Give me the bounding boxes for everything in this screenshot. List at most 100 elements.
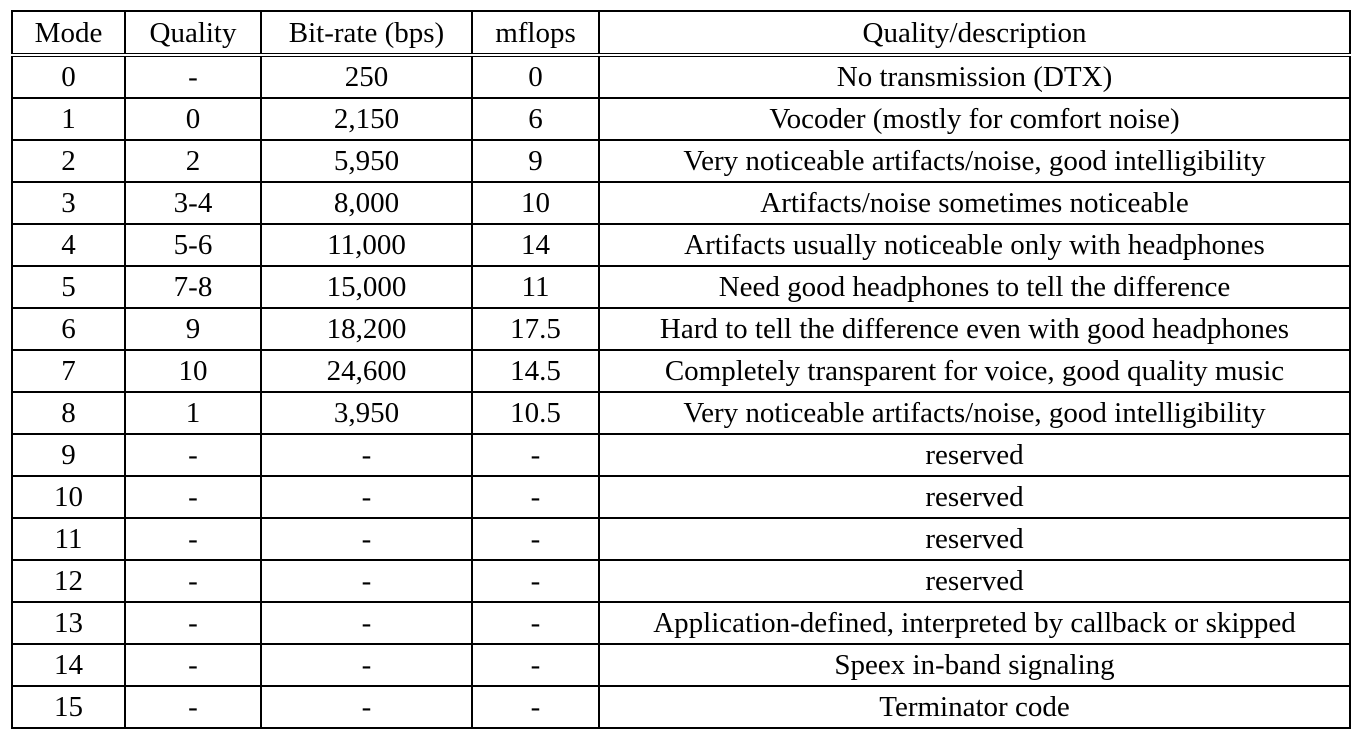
cell-quality: - bbox=[124, 602, 262, 645]
cell-mflops: 6 bbox=[471, 98, 600, 141]
cell-mode: 2 bbox=[11, 140, 126, 183]
table-row: 5 7-8 15,000 11 Need good headphones to tell… bbox=[11, 266, 1351, 309]
cell-quality: 0 bbox=[124, 98, 262, 141]
cell-quality: - bbox=[124, 434, 262, 477]
cell-mflops: 17.5 bbox=[471, 308, 600, 351]
modes-table-container: Mode Quality Bit-rate (bps) mflops Quali… bbox=[11, 10, 1351, 729]
cell-description: reserved bbox=[598, 560, 1351, 603]
cell-description: reserved bbox=[598, 476, 1351, 519]
cell-description: Application-defined, interpreted by call… bbox=[598, 602, 1351, 645]
cell-mode: 3 bbox=[11, 182, 126, 225]
table-row: 9- - - reserved bbox=[11, 434, 1351, 477]
cell-bit-rate: 18,200 bbox=[260, 308, 473, 351]
header-bit-rate: Bit-rate (bps) bbox=[260, 10, 473, 56]
table-row: 1 0 2,150 6 Vocoder (mostly for comfort nois… bbox=[11, 98, 1351, 141]
cell-mflops: - bbox=[471, 644, 600, 687]
cell-bit-rate: 5,950 bbox=[260, 140, 473, 183]
cell-bit-rate: - bbox=[260, 434, 473, 477]
cell-mflops: 14.5 bbox=[471, 350, 600, 393]
header-mflops: mflops bbox=[471, 10, 600, 56]
table-row: 7 10 24,600 14.5 Completely transparent for … bbox=[11, 350, 1351, 393]
table-row: 2 2 5,950 9 Very noticeable artifacts/noise,… bbox=[11, 140, 1351, 183]
table-row: 0-250 0 No transmission (DTX) bbox=[11, 53, 1351, 99]
table-row: 12- - - reserved bbox=[11, 560, 1351, 603]
cell-bit-rate: - bbox=[260, 644, 473, 687]
cell-bit-rate: 24,600 bbox=[260, 350, 473, 393]
cell-quality: 1 bbox=[124, 392, 262, 435]
cell-quality: - bbox=[124, 560, 262, 603]
cell-quality: 5-6 bbox=[124, 224, 262, 267]
cell-description: Hard to tell the difference even with go… bbox=[598, 308, 1351, 351]
cell-bit-rate: - bbox=[260, 560, 473, 603]
cell-quality: 9 bbox=[124, 308, 262, 351]
cell-mode: 10 bbox=[11, 476, 126, 519]
header-mode: Mode bbox=[11, 10, 126, 56]
cell-description: Terminator code bbox=[598, 686, 1351, 729]
cell-mflops: - bbox=[471, 518, 600, 561]
cell-quality: - bbox=[124, 53, 262, 99]
cell-bit-rate: 8,000 bbox=[260, 182, 473, 225]
cell-mode: 5 bbox=[11, 266, 126, 309]
cell-quality: - bbox=[124, 518, 262, 561]
cell-mflops: 10.5 bbox=[471, 392, 600, 435]
cell-mflops: 0 bbox=[471, 53, 600, 99]
table-row: 11- - - reserved bbox=[11, 518, 1351, 561]
cell-quality: - bbox=[124, 644, 262, 687]
cell-mflops: - bbox=[471, 560, 600, 603]
cell-quality: 2 bbox=[124, 140, 262, 183]
cell-bit-rate: 15,000 bbox=[260, 266, 473, 309]
table-row: 15- - - Terminator code bbox=[11, 686, 1351, 729]
cell-mode: 4 bbox=[11, 224, 126, 267]
header-row: Mode Quality Bit-rate (bps) mflops Quali… bbox=[11, 10, 1351, 56]
cell-description: Very noticeable artifacts/noise, good in… bbox=[598, 392, 1351, 435]
cell-mode: 8 bbox=[11, 392, 126, 435]
cell-mode: 15 bbox=[11, 686, 126, 729]
cell-mode: 1 bbox=[11, 98, 126, 141]
table-row: 13- - - Application-defined, interpreted by… bbox=[11, 602, 1351, 645]
table-row: 6 9 18,200 17.5 Hard to tell the difference … bbox=[11, 308, 1351, 351]
cell-bit-rate: - bbox=[260, 476, 473, 519]
header-description: Quality/description bbox=[598, 10, 1351, 56]
cell-mflops: - bbox=[471, 434, 600, 477]
cell-mode: 0 bbox=[11, 53, 126, 99]
cell-description: Very noticeable artifacts/noise, good in… bbox=[598, 140, 1351, 183]
header-quality: Quality bbox=[124, 10, 262, 56]
table-body: 0-250 0 No transmission (DTX) 1 0 2,150 6 Vocod… bbox=[11, 53, 1351, 729]
table-row: 10- - - reserved bbox=[11, 476, 1351, 519]
table-row: 8 1 3,950 10.5 Very noticeable artifacts/noi… bbox=[11, 392, 1351, 435]
cell-mode: 6 bbox=[11, 308, 126, 351]
cell-mflops: - bbox=[471, 476, 600, 519]
cell-mflops: 11 bbox=[471, 266, 600, 309]
cell-bit-rate: 2,150 bbox=[260, 98, 473, 141]
cell-description: Speex in-band signaling bbox=[598, 644, 1351, 687]
cell-bit-rate: 250 bbox=[260, 53, 473, 99]
cell-description: Completely transparent for voice, good q… bbox=[598, 350, 1351, 393]
cell-bit-rate: 11,000 bbox=[260, 224, 473, 267]
cell-description: reserved bbox=[598, 518, 1351, 561]
modes-table: Mode Quality Bit-rate (bps) mflops Quali… bbox=[11, 10, 1351, 729]
cell-description: Need good headphones to tell the differe… bbox=[598, 266, 1351, 309]
cell-mode: 14 bbox=[11, 644, 126, 687]
table-row: 14- - - Speex in-band signaling bbox=[11, 644, 1351, 687]
cell-quality: 7-8 bbox=[124, 266, 262, 309]
cell-quality: 3-4 bbox=[124, 182, 262, 225]
cell-quality: 10 bbox=[124, 350, 262, 393]
cell-description: Artifacts usually noticeable only with h… bbox=[598, 224, 1351, 267]
cell-mflops: 10 bbox=[471, 182, 600, 225]
cell-mode: 13 bbox=[11, 602, 126, 645]
cell-mode: 7 bbox=[11, 350, 126, 393]
cell-bit-rate: - bbox=[260, 602, 473, 645]
cell-mflops: 9 bbox=[471, 140, 600, 183]
cell-mode: 11 bbox=[11, 518, 126, 561]
cell-description: Artifacts/noise sometimes noticeable bbox=[598, 182, 1351, 225]
cell-quality: - bbox=[124, 686, 262, 729]
cell-mflops: - bbox=[471, 686, 600, 729]
cell-quality: - bbox=[124, 476, 262, 519]
cell-description: Vocoder (mostly for comfort noise) bbox=[598, 98, 1351, 141]
cell-bit-rate: - bbox=[260, 518, 473, 561]
cell-description: No transmission (DTX) bbox=[598, 53, 1351, 99]
cell-mode: 9 bbox=[11, 434, 126, 477]
cell-mflops: 14 bbox=[471, 224, 600, 267]
cell-mflops: - bbox=[471, 602, 600, 645]
cell-bit-rate: - bbox=[260, 686, 473, 729]
